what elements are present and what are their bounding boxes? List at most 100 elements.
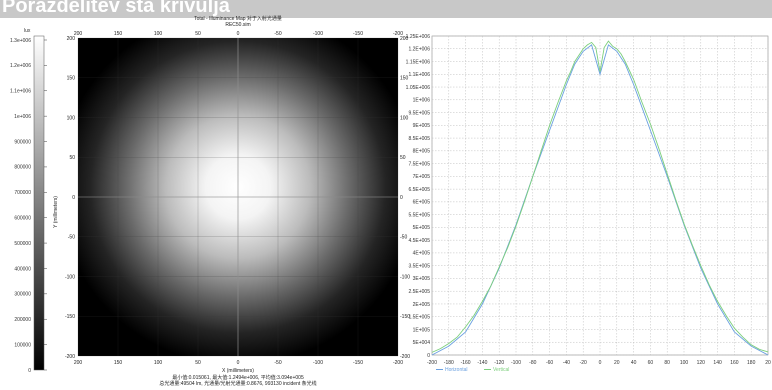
- colorbar-label: 500000: [14, 241, 31, 247]
- heatmap-xtick-bottom: -100: [313, 360, 323, 366]
- colorbar-label: 100000: [14, 342, 31, 348]
- line-ytick-label: 2.5E+005: [408, 289, 430, 295]
- line-ytick-label: 8.5E+005: [408, 136, 430, 142]
- heatmap-xtick-bottom: 50: [195, 360, 201, 366]
- heatmap-xtick-top: -150: [353, 31, 363, 37]
- heatmap-xtick-top: 100: [154, 31, 163, 37]
- line-xtick-label: -140: [477, 360, 487, 366]
- heatmap-ytick-left: 0: [72, 195, 75, 201]
- line-xtick-label: 140: [713, 360, 722, 366]
- heatmap-xtick-top: 200: [74, 31, 83, 37]
- heatmap-ytick-left: -100: [65, 274, 75, 280]
- line-xtick-label: -40: [563, 360, 570, 366]
- heatmap-ytick-right: -150: [400, 314, 410, 320]
- line-xtick-label: -200: [427, 360, 437, 366]
- heatmap-xtick-bottom: 0: [237, 360, 240, 366]
- heatmap-ytick-right: 50: [400, 155, 406, 161]
- colorbar-label: 900000: [14, 139, 31, 145]
- line-xtick-label: 20: [614, 360, 620, 366]
- title-banner: Porazdelitev sta krivulja: [0, 0, 772, 18]
- line-xtick-label: -180: [444, 360, 454, 366]
- line-ytick-label: 0: [427, 353, 430, 359]
- heatmap-xtick-bottom: 150: [114, 360, 123, 366]
- colorbar-label: 1.3e+006: [10, 38, 31, 44]
- heatmap-ytick-right: -200: [400, 354, 410, 360]
- heatmap-xtick-top: 150: [114, 31, 123, 37]
- heatmap-xtick-bottom: -50: [274, 360, 281, 366]
- heatmap-ytick-left: 200: [67, 36, 76, 42]
- colorbar-label: 800000: [14, 165, 31, 171]
- line-ytick-label: 5E+004: [413, 340, 431, 346]
- line-xtick-label: 20: [765, 360, 771, 366]
- illuminance-heatmap: Total - Illuminance Map 对于入射光通量 REC50.si…: [53, 15, 410, 387]
- colorbar-label: 700000: [14, 190, 31, 196]
- heatmap-xtick-top: -50: [274, 31, 281, 37]
- line-xtick-label: 100: [680, 360, 689, 366]
- heatmap-xtick-top: -100: [313, 31, 323, 37]
- line-xtick-label: 40: [631, 360, 637, 366]
- colorbar-label: 200000: [14, 317, 31, 323]
- colorbar-label: 600000: [14, 215, 31, 221]
- colorbar: lux 1.3e+006 1.2e+006 1.1e+006 1e+006 900000…: [10, 28, 47, 374]
- heatmap-ytick-right: -50: [400, 235, 407, 241]
- heatmap-xtick-top: -200: [393, 31, 403, 37]
- banner-title: Porazdelitev sta krivulja: [2, 0, 230, 17]
- heatmap-xtick-top: 0: [237, 31, 240, 37]
- colorbar-label: 300000: [14, 292, 31, 298]
- heatmap-subtitle: REC50.sim: [225, 22, 250, 28]
- colorbar-label: 400000: [14, 266, 31, 272]
- heatmap-ytick-right: 100: [400, 115, 409, 121]
- line-ytick-label: 7.5E+005: [408, 161, 430, 167]
- colorbar-label: 1e+006: [14, 114, 31, 120]
- legend-label: Vertical: [493, 367, 509, 373]
- line-xtick-label: 120: [697, 360, 706, 366]
- legend-label: Horizontal: [445, 367, 468, 373]
- colorbar-label: 1.2e+006: [10, 63, 31, 69]
- heatmap-stats-line1: 最小值:0.015061, 最大值:1.2494e+006, 平均值:3.094…: [172, 374, 304, 381]
- line-ytick-label: 9E+005: [413, 123, 431, 129]
- line-xtick-label: 80: [664, 360, 670, 366]
- line-ytick-label: 1.2E+006: [408, 47, 430, 53]
- line-ytick-label: 2E+005: [413, 302, 431, 308]
- line-ytick-label: 5.5E+005: [408, 212, 430, 218]
- line-xtick-label: 180: [747, 360, 756, 366]
- line-ytick-label: 4.5E+005: [408, 238, 430, 244]
- heatmap-xtick-bottom: 100: [154, 360, 163, 366]
- line-xtick-label: 60: [648, 360, 654, 366]
- line-ytick-label: 1.1E+006: [408, 72, 430, 78]
- colorbar-label: 1.1e+006: [10, 89, 31, 95]
- line-ytick-label: 6.5E+005: [408, 187, 430, 193]
- heatmap-title: Total - Illuminance Map 对于入射光通量: [194, 15, 282, 22]
- line-xtick-label: -160: [461, 360, 471, 366]
- heatmap-ytick-right: -100: [400, 274, 410, 280]
- heatmap-xtick-bottom: -200: [393, 360, 403, 366]
- colorbar-unit: lux: [24, 28, 31, 34]
- line-ytick-label: 9.5E+005: [408, 110, 430, 116]
- line-xtick-label: 0: [599, 360, 602, 366]
- colorbar-gradient: [33, 35, 45, 371]
- heatmap-xlabel: X (millimeters): [222, 368, 254, 374]
- heatmap-ytick-left: 150: [67, 76, 76, 82]
- heatmap-xtick-bottom: -150: [353, 360, 363, 366]
- colorbar-label: 0: [28, 368, 31, 374]
- heatmap-ytick-right: 0: [400, 195, 403, 201]
- line-ytick-label: 6E+005: [413, 200, 431, 206]
- heatmap-ytick-right: 200: [400, 36, 409, 42]
- heatmap-xtick-top: 50: [195, 31, 201, 37]
- line-ytick-label: 3E+005: [413, 276, 431, 282]
- line-ytick-label: 3.5E+005: [408, 263, 430, 269]
- line-xtick-label: -120: [494, 360, 504, 366]
- heatmap-ytick-left: -150: [65, 314, 75, 320]
- line-ytick-label: 8E+005: [413, 149, 431, 155]
- line-ytick-label: 4E+005: [413, 251, 431, 257]
- series-line-horizontal: [431, 44, 769, 356]
- line-ytick-label: 1E+005: [413, 327, 431, 333]
- line-xtick-label: -60: [546, 360, 553, 366]
- profile-line-chart: 0 5E+004 1E+005 1.5E+005 2E+005 2.5E+005 3E+00…: [406, 34, 771, 373]
- line-ytick-label: 7E+005: [413, 174, 431, 180]
- series-line-vertical: [431, 40, 769, 353]
- line-ytick-label: 1.25E+006: [406, 34, 431, 40]
- heatmap-stats-line2: 总光通量:49504 lm, 光通量/光射光通量:0.8676, 993130 …: [159, 380, 316, 387]
- line-ytick-label: 1E+006: [413, 98, 431, 104]
- line-ytick-label: 1.15E+006: [406, 59, 431, 65]
